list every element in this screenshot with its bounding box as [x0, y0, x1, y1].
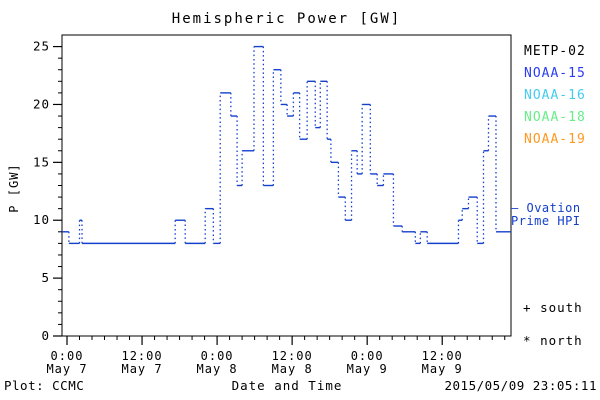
marker-key-south: + south — [523, 300, 597, 315]
plus-marker-icon: + — [523, 300, 532, 315]
x-tick-time: 0:00 — [351, 349, 384, 363]
chart-title: Hemispheric Power [GW] — [171, 11, 402, 27]
x-tick-time: 0:00 — [51, 349, 84, 363]
y-axis-label: P [GW] — [7, 163, 21, 213]
x-tick-date: May 9 — [422, 362, 463, 376]
generated-timestamp: 2015/05/09 23:05:11 — [444, 378, 597, 393]
legend-item-noaa19: NOAA-19 — [524, 132, 586, 147]
x-tick-time: 12:00 — [121, 349, 162, 363]
y-tick-label: 5 — [41, 270, 50, 285]
south-label: south — [540, 300, 583, 315]
y-tick-label: 15 — [33, 154, 50, 169]
legend-item-metp02: METP-02 — [524, 44, 586, 59]
x-tick-date: May 8 — [272, 362, 313, 376]
y-tick-label: 10 — [33, 212, 50, 227]
legend-ovation-prime-hpi: — Ovation Prime HPI — [511, 202, 599, 228]
x-tick-time: 12:00 — [272, 349, 313, 363]
y-axis-ticks: 0 5 10 15 20 25 — [33, 39, 62, 343]
x-axis-label: Date and Time — [231, 378, 343, 393]
y-tick-label: 0 — [41, 328, 50, 343]
ovation-label-line2: Prime HPI — [511, 214, 581, 228]
x-tick-time: 12:00 — [422, 349, 463, 363]
x-tick-time: 0:00 — [201, 349, 234, 363]
legend-item-noaa18: NOAA-18 — [524, 110, 586, 125]
x-tick-date: May 9 — [347, 362, 388, 376]
legend-item-noaa15: NOAA-15 — [524, 66, 586, 81]
marker-key-north: * north — [523, 333, 597, 348]
x-tick-date: May 7 — [46, 362, 87, 376]
series-ovation-prime-hpi — [62, 45, 511, 245]
x-tick-date: May 7 — [121, 362, 162, 376]
north-label: north — [540, 333, 583, 348]
legend-item-noaa16: NOAA-16 — [524, 88, 586, 103]
plot-source: Plot: CCMC — [4, 378, 85, 393]
line-sample-dash-icon: — — [511, 201, 519, 215]
ovation-label-line1: Ovation — [526, 201, 581, 215]
y-tick-label: 25 — [33, 39, 50, 54]
x-tick-date: May 8 — [197, 362, 238, 376]
plot-frame — [61, 34, 512, 337]
asterisk-marker-icon: * — [523, 333, 532, 348]
y-tick-label: 20 — [33, 96, 50, 111]
